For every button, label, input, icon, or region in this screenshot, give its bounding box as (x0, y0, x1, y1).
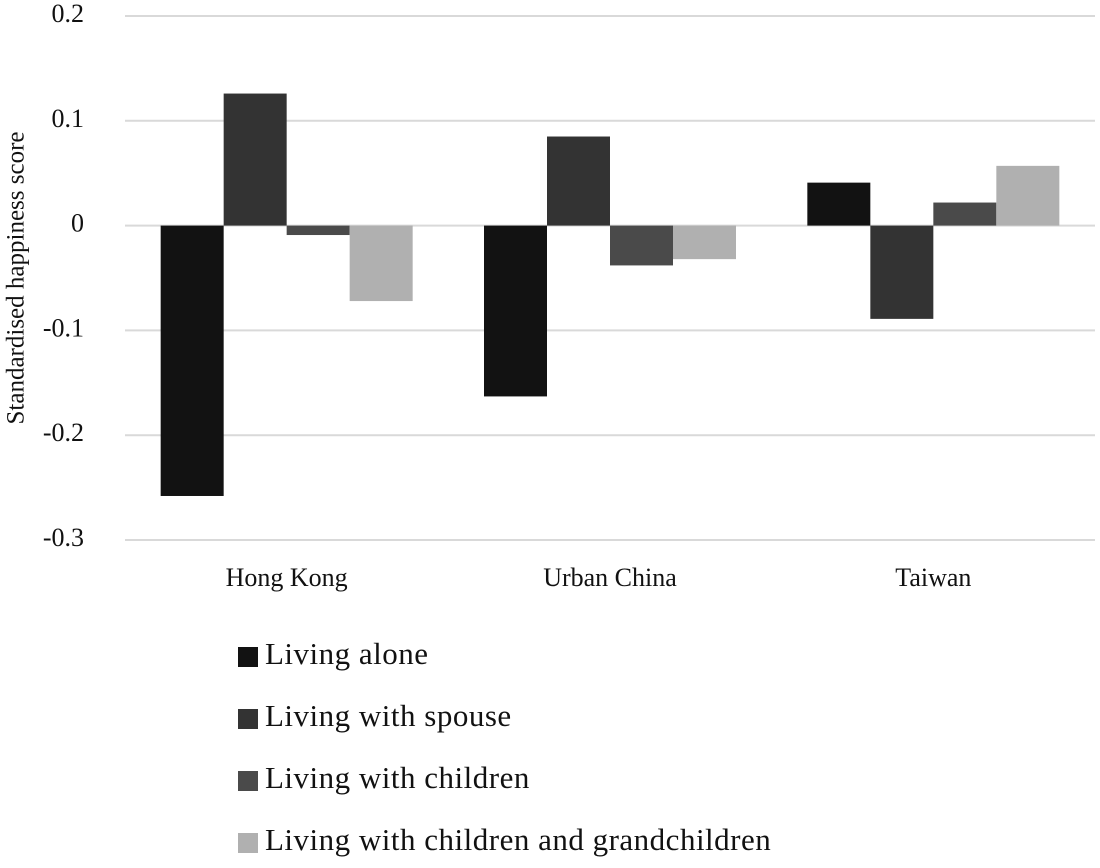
bar (870, 225, 934, 319)
legend-label: Living alone (265, 636, 429, 671)
legend-swatch (238, 709, 258, 729)
y-tick-label: 0 (71, 209, 84, 238)
legend-label: Living with children and grandchildren (265, 822, 771, 857)
legend-swatch (238, 833, 258, 853)
bar (286, 225, 350, 236)
x-tick-label: Hong Kong (226, 563, 348, 592)
legend-swatch (238, 771, 258, 791)
legend-label: Living with spouse (265, 698, 512, 733)
bar (807, 182, 871, 226)
y-tick-label: 0.1 (52, 104, 85, 133)
y-tick-label: -0.1 (43, 313, 84, 342)
bar (349, 225, 413, 302)
bar (673, 225, 736, 260)
bar (610, 225, 673, 266)
x-tick-label: Urban China (543, 563, 677, 592)
bar (933, 202, 997, 226)
legend-swatch (238, 647, 258, 667)
y-axis-label: Standardised happiness score (3, 132, 30, 425)
legend-label: Living with children (265, 760, 530, 795)
bar (160, 225, 224, 496)
y-tick-label: -0.3 (43, 523, 84, 552)
y-tick-label: 0.2 (52, 0, 85, 28)
bar (484, 225, 547, 397)
bar (547, 136, 610, 226)
x-tick-label: Taiwan (895, 563, 971, 592)
bar (996, 165, 1060, 226)
y-tick-label: -0.2 (43, 418, 84, 447)
bar (223, 93, 287, 226)
